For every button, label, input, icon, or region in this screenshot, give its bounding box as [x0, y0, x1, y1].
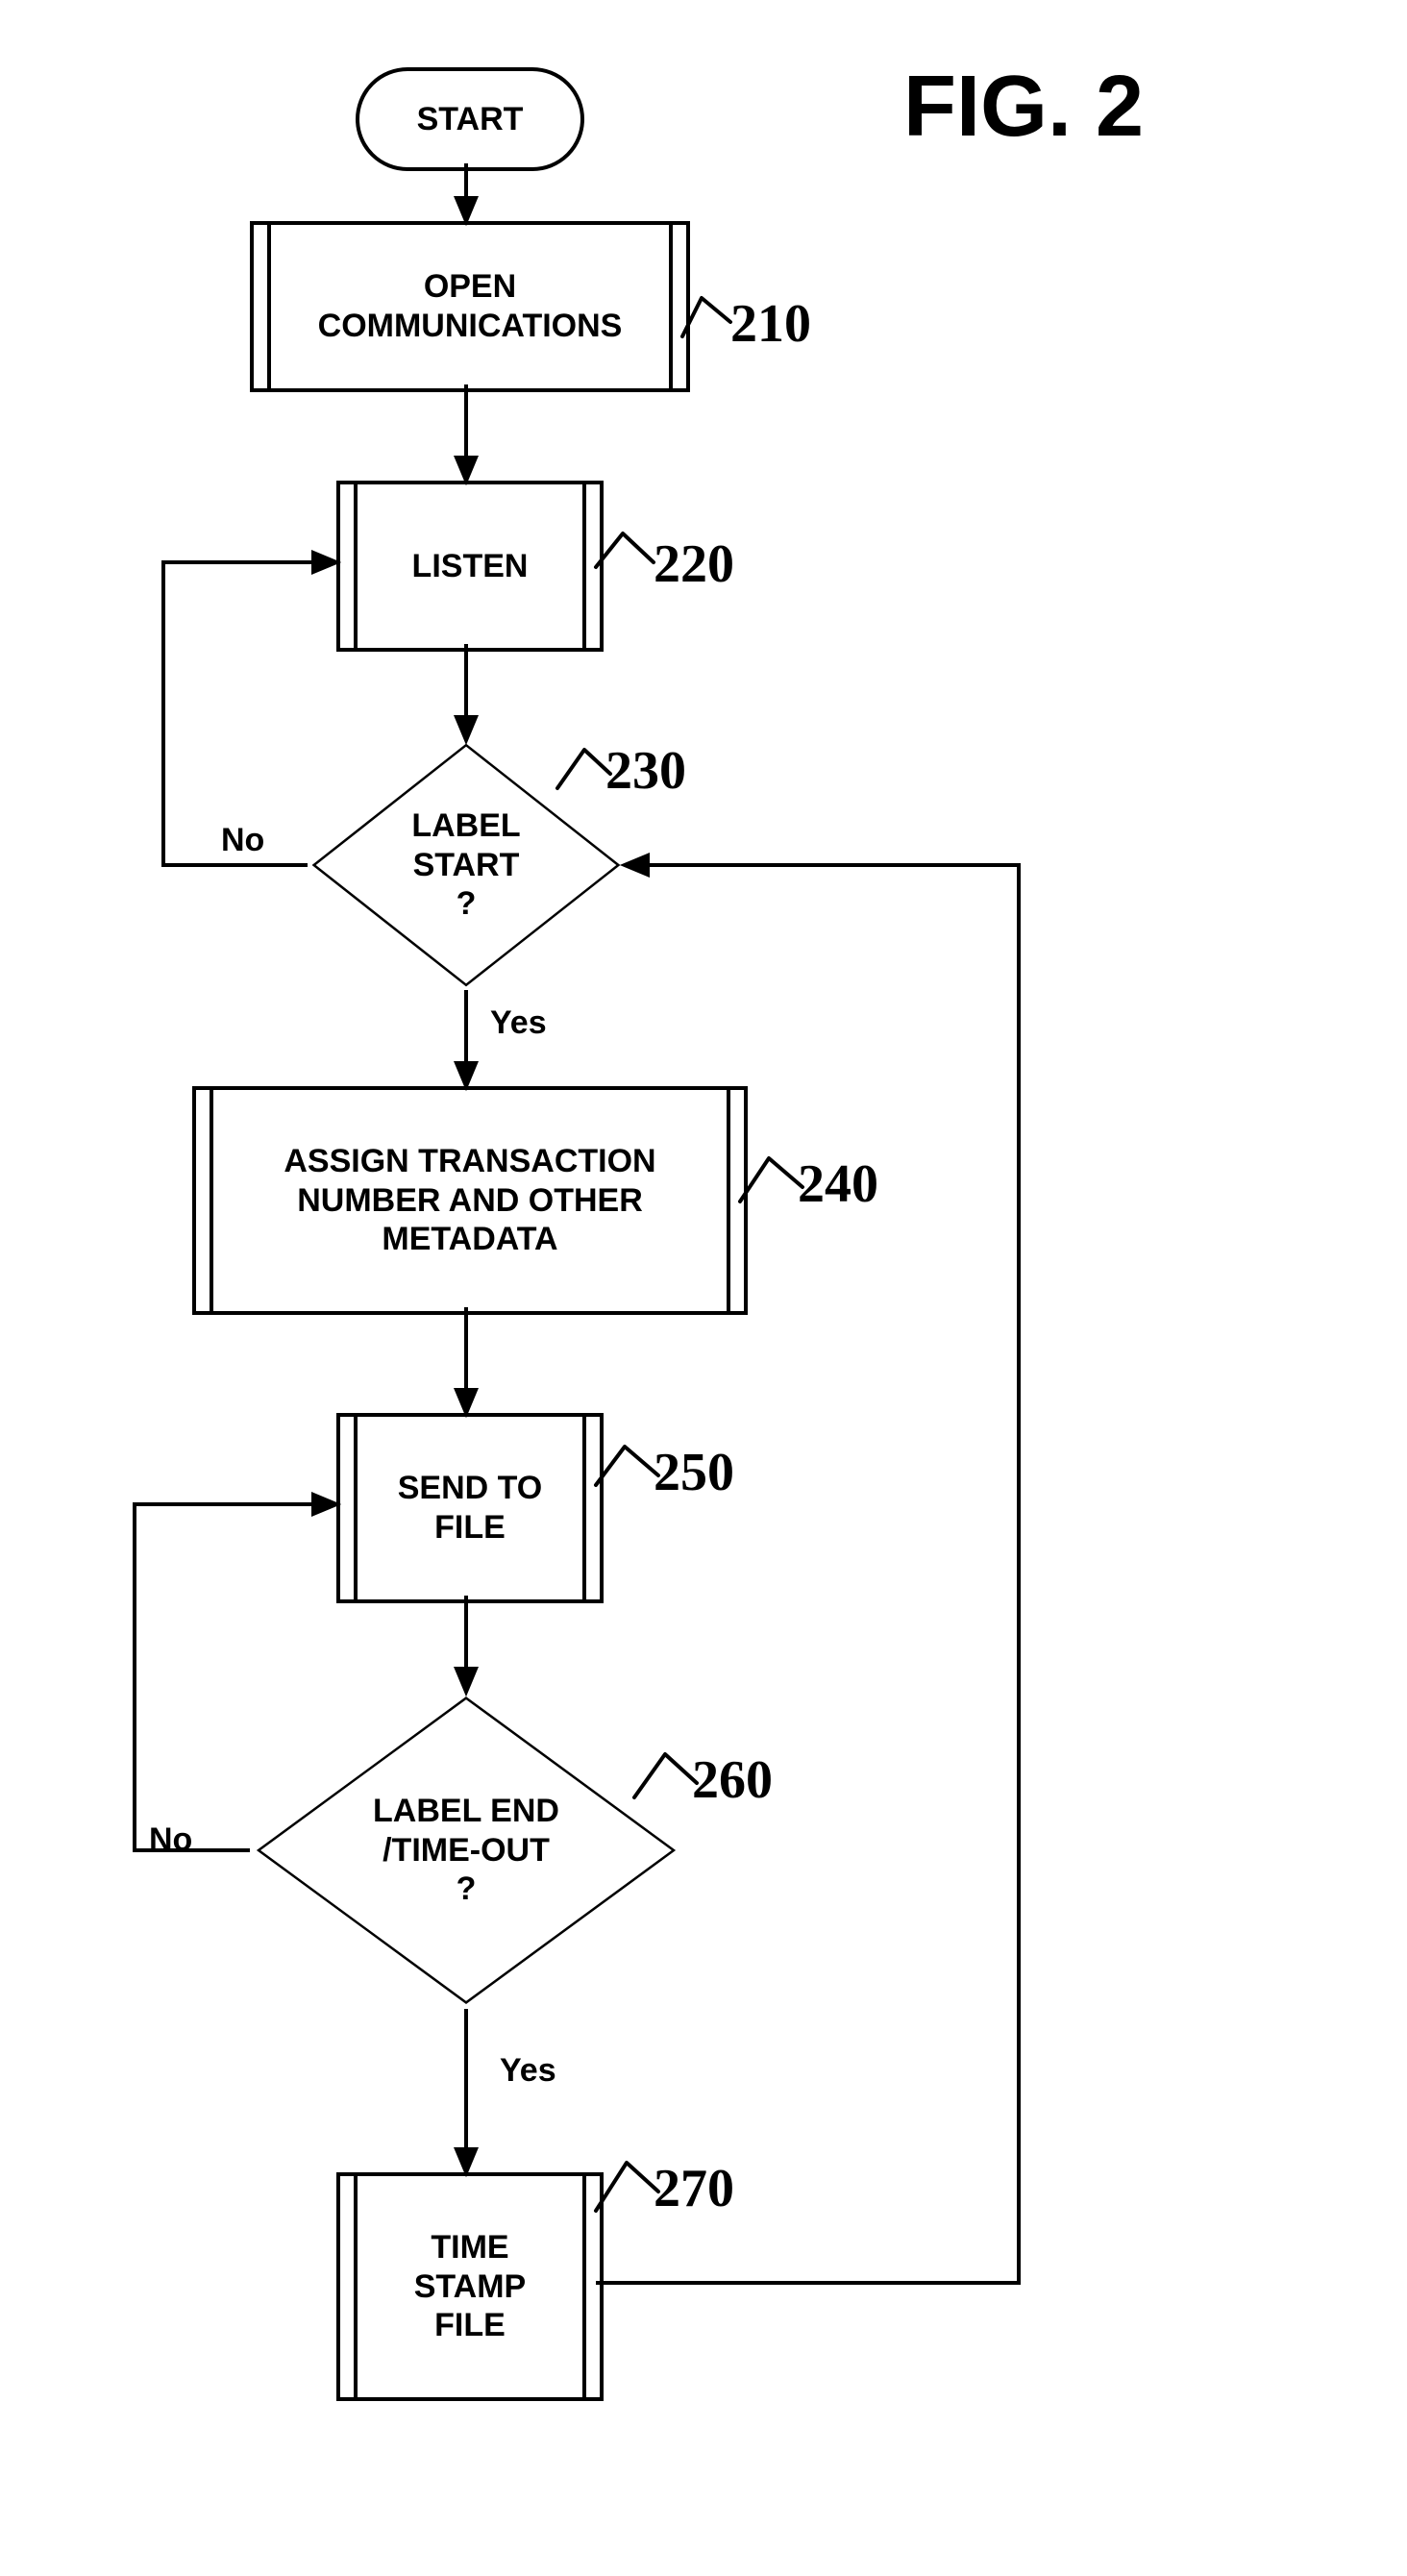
ref-240: 240 — [798, 1153, 878, 1215]
ref-230: 230 — [605, 740, 686, 802]
edge-label-d2-no: No — [149, 1821, 192, 1859]
ref-220: 220 — [654, 533, 734, 595]
flowchart-canvas: FIG. 2 START OPENCOMMUNICATIONS LISTEN L… — [0, 0, 1407, 2576]
edge-label-d1-no: No — [221, 822, 264, 859]
ref-250: 250 — [654, 1442, 734, 1503]
edge-label-d1-yes: Yes — [490, 1004, 547, 1042]
ref-210: 210 — [730, 293, 811, 355]
ref-270: 270 — [654, 2158, 734, 2219]
edge-label-d2-yes: Yes — [500, 2052, 556, 2090]
ref-260: 260 — [692, 1749, 773, 1811]
